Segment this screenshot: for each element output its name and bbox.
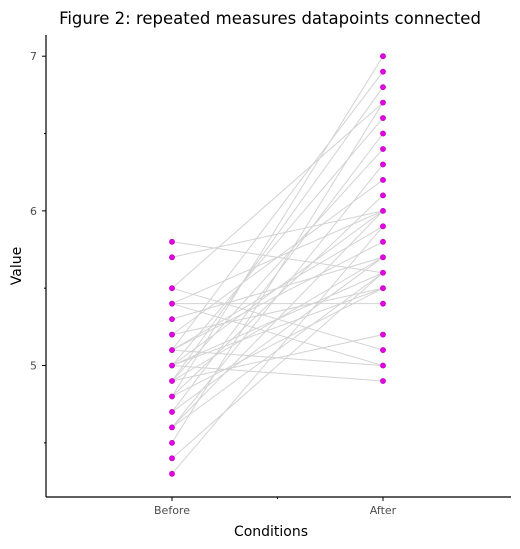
point-before bbox=[169, 285, 175, 292]
connector-line bbox=[171, 365, 384, 382]
point-after bbox=[380, 84, 386, 91]
point-after bbox=[380, 115, 386, 121]
connector-line bbox=[171, 272, 384, 459]
connector-line bbox=[171, 71, 384, 351]
point-before bbox=[169, 455, 175, 462]
point-before bbox=[169, 409, 175, 415]
point-after bbox=[380, 347, 386, 353]
connector-line bbox=[171, 117, 384, 366]
point-before bbox=[169, 347, 175, 353]
point-after bbox=[380, 130, 386, 137]
point-after bbox=[380, 192, 386, 199]
connector-lines bbox=[171, 55, 384, 475]
point-after bbox=[380, 146, 386, 152]
connector-line bbox=[171, 164, 384, 428]
y-tick-label: 5 bbox=[30, 360, 37, 373]
point-after bbox=[380, 269, 386, 276]
point-before bbox=[169, 378, 175, 384]
x-tick-label: After bbox=[370, 504, 397, 517]
point-before bbox=[169, 300, 175, 307]
connector-line bbox=[171, 86, 384, 382]
point-before bbox=[169, 362, 175, 369]
y-tick-label: 7 bbox=[30, 50, 37, 63]
x-tick-label: Before bbox=[154, 504, 190, 517]
point-before bbox=[169, 424, 175, 431]
point-after bbox=[380, 207, 386, 214]
chart-title: Figure 2: repeated measures datapoints c… bbox=[59, 9, 481, 28]
point-after bbox=[380, 177, 386, 183]
x-axis-label: Conditions bbox=[234, 524, 308, 540]
point-before bbox=[169, 254, 175, 261]
point-after bbox=[380, 300, 386, 307]
y-ticks: 5 6 7 bbox=[30, 50, 46, 444]
data-points bbox=[169, 53, 386, 477]
y-tick-label: 6 bbox=[30, 205, 37, 218]
point-before bbox=[169, 316, 175, 323]
connector-line bbox=[171, 55, 384, 397]
point-after bbox=[380, 161, 386, 168]
point-after bbox=[380, 331, 386, 338]
point-after bbox=[380, 285, 386, 292]
point-after bbox=[380, 378, 386, 384]
connector-line bbox=[171, 334, 384, 382]
y-axis-label: Value bbox=[9, 247, 25, 285]
point-after bbox=[380, 53, 386, 60]
x-ticks: Before After bbox=[154, 497, 397, 517]
connector-line bbox=[171, 179, 384, 336]
point-before bbox=[169, 393, 175, 400]
point-before bbox=[169, 470, 175, 477]
connector-line bbox=[171, 148, 384, 382]
connector-line bbox=[171, 287, 384, 336]
point-after bbox=[380, 362, 386, 369]
point-after bbox=[380, 223, 386, 230]
connector-line bbox=[171, 226, 384, 475]
point-before bbox=[169, 439, 175, 446]
connector-line bbox=[171, 287, 384, 366]
point-after bbox=[380, 238, 386, 245]
connector-line bbox=[171, 102, 384, 444]
point-before bbox=[169, 331, 175, 338]
point-after bbox=[380, 254, 386, 261]
connector-line bbox=[171, 287, 384, 397]
point-after bbox=[380, 99, 386, 106]
point-before bbox=[169, 238, 175, 245]
connector-line bbox=[171, 210, 384, 428]
point-after bbox=[380, 68, 386, 75]
connector-line bbox=[171, 102, 384, 289]
